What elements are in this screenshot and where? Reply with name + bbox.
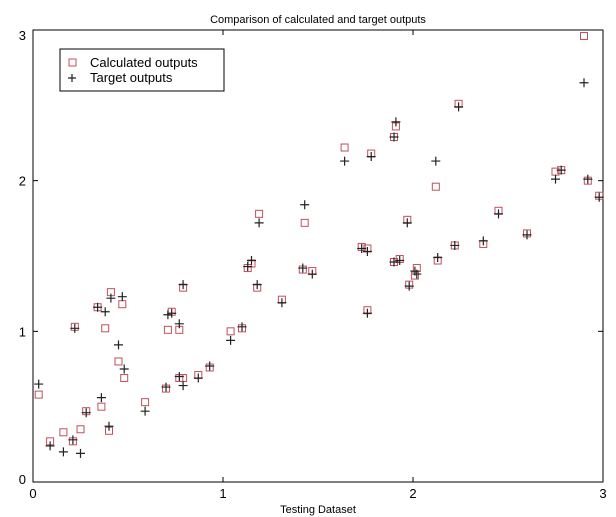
target-point	[247, 256, 256, 266]
target-point	[298, 263, 308, 273]
target-point	[362, 308, 372, 318]
target-point	[45, 441, 55, 451]
target-point	[68, 435, 78, 445]
target-point	[389, 257, 399, 267]
target-point	[395, 256, 405, 266]
target-point	[412, 269, 422, 279]
calculated-point	[34, 390, 43, 399]
target-point	[119, 364, 129, 374]
legend-label-calculated: Calculated outputs	[90, 55, 198, 70]
target-point	[96, 393, 106, 403]
target-point	[70, 323, 80, 333]
calculated-point	[226, 327, 235, 336]
target-point	[254, 218, 264, 228]
calculated-point	[163, 325, 172, 334]
calculated-point	[431, 182, 440, 191]
calculated-point	[76, 425, 85, 434]
target-point	[58, 447, 68, 457]
target-point	[522, 230, 532, 240]
target-point	[362, 246, 372, 256]
target-point	[193, 373, 203, 383]
x-tick-label: 0	[29, 486, 36, 501]
target-point	[237, 322, 247, 332]
target-point	[551, 174, 560, 184]
target-point	[478, 236, 488, 246]
x-axis-label: Testing Dataset	[280, 504, 356, 516]
target-point	[389, 132, 399, 142]
calculated-point	[580, 32, 588, 41]
legend-box	[59, 48, 225, 92]
target-point	[117, 292, 127, 302]
calculated-point	[340, 143, 349, 152]
target-point	[178, 280, 188, 290]
target-point	[404, 281, 414, 291]
target-point	[140, 406, 150, 416]
target-point	[174, 372, 184, 382]
target-point	[167, 308, 177, 318]
x-tick-label: 3	[599, 486, 606, 501]
target-point	[357, 243, 367, 253]
legend-marker-plus	[68, 74, 76, 82]
target-point	[583, 174, 593, 184]
target-point	[252, 280, 262, 290]
series-target	[34, 78, 604, 458]
target-point	[161, 382, 171, 392]
target-point	[277, 298, 287, 308]
y-tick-label: 2	[19, 174, 26, 189]
legend: Calculated outputs Target outputs	[59, 48, 225, 92]
target-point	[163, 310, 173, 320]
target-point	[76, 448, 85, 458]
data-points	[34, 32, 604, 458]
x-tick-label: 1	[219, 486, 226, 501]
target-point	[174, 319, 184, 329]
calculated-point	[141, 398, 150, 407]
legend-label-target: Target outputs	[90, 70, 173, 85]
calculated-point	[101, 324, 110, 333]
target-point	[243, 262, 253, 272]
target-point	[391, 117, 401, 127]
target-point	[81, 408, 91, 418]
legend-marker-square	[68, 58, 77, 67]
calculated-point	[59, 428, 68, 437]
target-point	[104, 421, 114, 431]
calculated-point	[114, 357, 123, 366]
target-point	[300, 200, 310, 210]
target-point	[106, 293, 116, 303]
calculated-point	[120, 374, 129, 383]
target-point	[366, 152, 376, 162]
target-point	[450, 240, 460, 250]
target-point	[556, 165, 566, 175]
x-tick-label: 2	[409, 486, 416, 501]
target-point	[340, 156, 350, 166]
target-point	[454, 102, 464, 112]
target-point	[93, 302, 103, 312]
target-point	[594, 192, 604, 202]
target-point	[178, 381, 188, 391]
target-point	[431, 156, 441, 166]
target-point	[226, 335, 236, 345]
target-point	[433, 253, 443, 263]
target-point	[205, 361, 215, 371]
target-point	[579, 78, 589, 88]
y-tick-label: 3	[19, 28, 26, 43]
y-tick-label: 0	[19, 472, 26, 487]
target-point	[114, 340, 123, 350]
chart-title: Comparison of calculated and target outp…	[210, 14, 426, 26]
target-point	[402, 218, 412, 228]
calculated-point	[255, 209, 264, 218]
calculated-point	[97, 402, 106, 411]
target-point	[100, 307, 110, 317]
y-tick-label: 1	[19, 324, 26, 339]
plot-area	[32, 29, 604, 483]
axis-ticks: 0 1 2 3 0 1 2 3	[19, 28, 607, 501]
target-point	[34, 379, 44, 389]
target-point	[494, 209, 503, 219]
calculated-point	[300, 218, 309, 227]
target-point	[307, 269, 317, 279]
